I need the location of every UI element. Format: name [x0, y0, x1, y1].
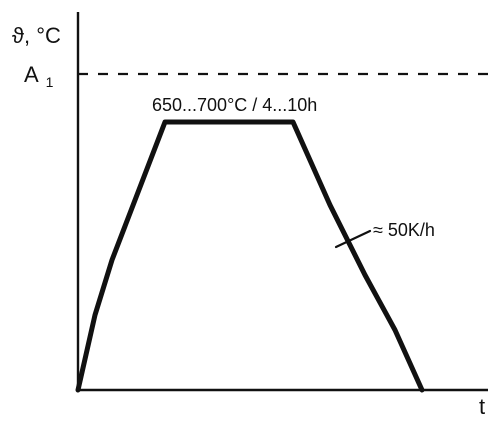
cooling-rate-pointer [334, 229, 372, 249]
a1-label: A 1 [24, 62, 54, 90]
hold-temperature-time-label: 650...700°C / 4...10h [152, 95, 317, 115]
a1-label-main: A [24, 62, 39, 87]
cooling-rate-label: ≈ 50K/h [373, 220, 435, 240]
y-axis-label: ϑ, °C [12, 23, 61, 48]
a1-label-subscript: 1 [46, 74, 54, 90]
x-axis-label: t [479, 394, 485, 419]
heat-treatment-curve [75, 119, 425, 393]
